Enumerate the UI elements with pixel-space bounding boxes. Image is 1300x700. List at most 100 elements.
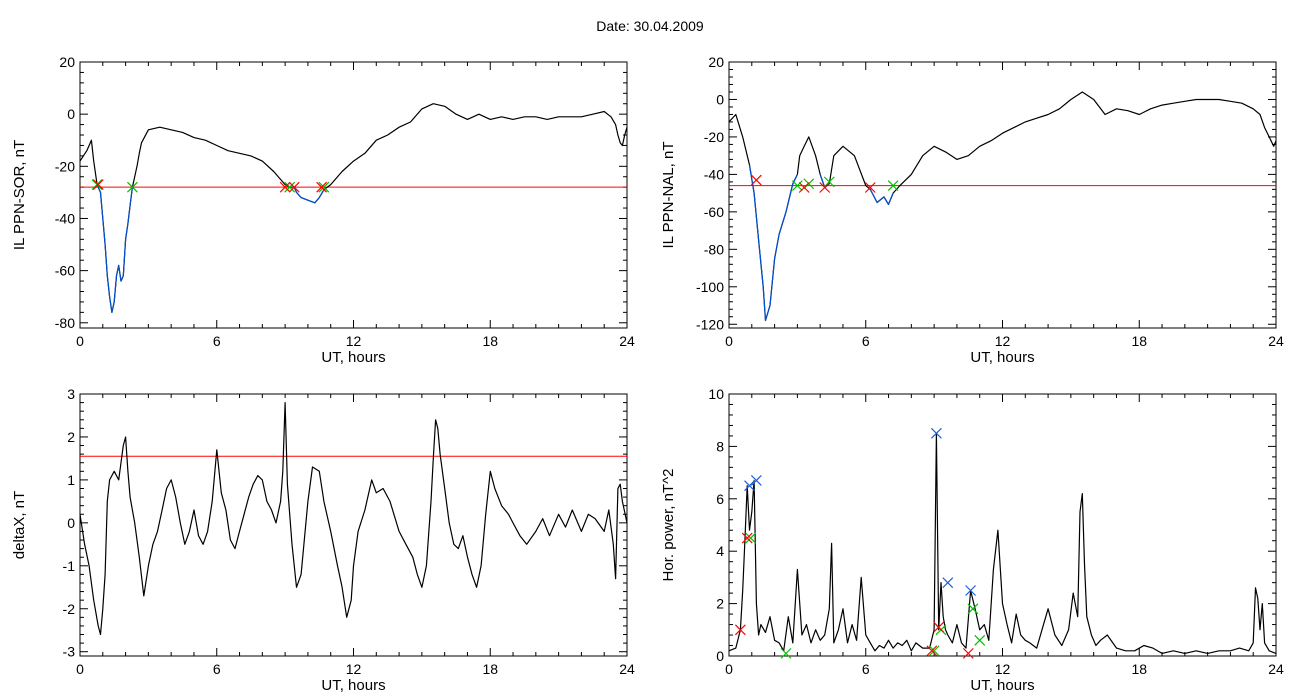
x-tick-label: 0 [725,333,733,349]
marker-red [741,532,753,544]
x-tick-label: 18 [482,333,498,349]
x-axis-label: UT, hours [970,677,1034,694]
x-axis-label: UT, hours [321,677,385,694]
y-tick-label: -40 [55,210,75,226]
marker-red [864,182,876,193]
marker-green [823,176,835,188]
y-tick-label: 0 [716,648,724,664]
y-tick-label: 0 [67,515,75,531]
y-tick-label: -20 [704,129,724,145]
y-tick-label: 20 [708,54,724,70]
y-tick-label: 0 [67,106,75,122]
y-axis-label: Hor. power, nT^2 [660,469,677,582]
panel-2: 0 6 12 18 24 -120 -100 -80 -60 -40 -20 0 20 UT, hours… [660,54,1284,366]
marker-green [791,180,803,192]
x-tick-label: 18 [482,661,498,677]
x-tick-label: 0 [76,333,84,349]
x-tick-label: 24 [619,661,635,677]
x-tick-label: 6 [862,661,870,677]
x-tick-label: 12 [346,661,362,677]
data-trace [79,402,628,636]
marker-blue [750,475,762,486]
marker-red [962,647,974,659]
y-tick-label: -3 [63,644,76,660]
marker-red [798,182,810,193]
x-tick-label: 0 [76,661,84,677]
x-tick-label: 24 [1268,333,1284,349]
y-tick-label: -60 [55,263,75,279]
marker-green [780,647,792,659]
marker-red [933,621,945,633]
marker-green [928,645,940,657]
marker-red [288,181,300,193]
y-tick-label: -100 [696,279,724,295]
marker-green [887,180,899,192]
x-tick-label: 18 [1131,333,1147,349]
x-tick-label: 18 [1131,661,1147,677]
plot-frame [728,61,1277,329]
y-tick-label: 0 [716,91,724,107]
x-tick-label: 6 [862,333,870,349]
figure-title: Date: 30.04.2009 [596,18,704,34]
data-trace [728,432,1277,655]
y-tick-label: 2 [67,429,75,445]
x-tick-label: 6 [213,333,221,349]
marker-red [279,181,291,193]
y-axis-label: deltaX, nT [11,491,28,559]
marker-green [284,181,296,193]
x-axis-label: UT, hours [321,349,385,366]
marker-green [967,603,979,615]
y-tick-label: 3 [67,386,75,402]
plot-frame [728,393,1277,657]
event-segment [869,189,894,205]
x-tick-label: 0 [725,661,733,677]
y-tick-label: 2 [716,596,724,612]
y-tick-label: 4 [716,543,724,559]
marker-red [750,174,762,186]
marker-green [318,181,330,193]
event-segment [96,184,133,313]
marker-blue [744,480,755,492]
marker-green [126,181,138,193]
data-trace [728,91,1277,322]
y-tick-label: 10 [708,386,724,402]
marker-red [819,182,831,193]
y-tick-label: -1 [63,558,76,574]
y-tick-label: -60 [704,204,724,220]
y-tick-label: 20 [59,54,75,70]
y-tick-label: -80 [704,241,724,257]
marker-green [974,634,986,646]
y-tick-label: 6 [716,491,724,507]
x-tick-label: 24 [1268,661,1284,677]
y-axis-label: IL PPN-NAL, nT [660,142,677,249]
marker-red [316,181,328,193]
y-tick-label: -80 [55,315,75,331]
data-trace [79,103,628,313]
x-tick-label: 6 [213,661,221,677]
marker-green [91,179,103,190]
marker-red [926,645,938,657]
x-tick-label: 12 [995,661,1011,677]
x-tick-label: 24 [619,333,635,349]
panel-1: 0 6 12 18 24 -80 -60 -40 -20 0 20 UT, hours IL PPN-S… [11,54,635,366]
y-tick-label: -20 [55,158,75,174]
x-tick-label: 12 [346,333,362,349]
y-tick-label: -2 [63,601,76,617]
y-axis-label: IL PPN-SOR, nT [11,140,28,250]
marker-red [92,179,104,190]
event-segment [748,164,798,322]
marker-blue [930,427,942,439]
y-tick-label: -40 [704,166,724,182]
marker-blue [965,585,977,596]
plot-frame [79,61,628,329]
x-axis-label: UT, hours [970,349,1034,366]
marker-green [745,532,757,544]
y-tick-label: 1 [67,472,75,488]
x-tick-label: 12 [995,333,1011,349]
marker-red [734,624,746,636]
marker-blue [942,577,954,589]
y-tick-label: 8 [716,438,724,454]
